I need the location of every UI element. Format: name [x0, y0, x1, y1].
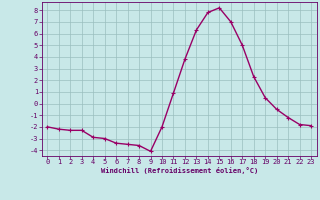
- X-axis label: Windchill (Refroidissement éolien,°C): Windchill (Refroidissement éolien,°C): [100, 167, 258, 174]
